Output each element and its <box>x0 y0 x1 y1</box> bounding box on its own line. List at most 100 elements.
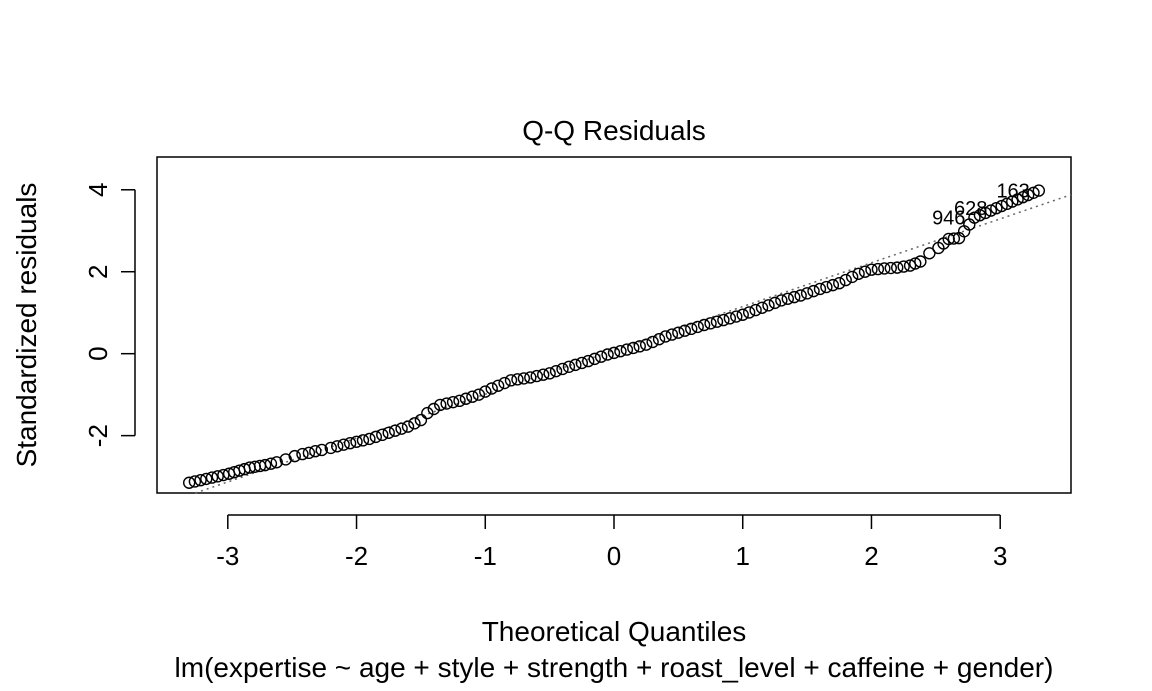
residual-point <box>672 326 685 339</box>
residual-point <box>369 430 383 444</box>
residual-point <box>979 206 992 220</box>
residual-point <box>990 202 1003 215</box>
residual-point <box>736 308 749 321</box>
point-label: 163 <box>996 181 1029 203</box>
residual-point <box>356 434 370 447</box>
residual-point <box>401 420 415 433</box>
residual-point <box>947 232 961 245</box>
residual-point <box>556 362 569 376</box>
residual-point <box>807 284 820 298</box>
residual-point <box>472 388 486 401</box>
residual-point <box>685 322 698 336</box>
y-axis-label: Standardized residuals <box>11 183 42 468</box>
chart-title: Q-Q Residuals <box>522 115 706 146</box>
residual-point <box>575 356 589 370</box>
residual-point <box>343 437 357 450</box>
residual-point <box>742 306 756 319</box>
residual-point <box>678 324 692 337</box>
residual-point <box>182 476 196 489</box>
residual-point <box>466 390 479 403</box>
residual-point <box>536 368 550 381</box>
residual-point <box>1011 193 1024 206</box>
residual-point <box>331 440 344 453</box>
residual-point <box>270 456 283 469</box>
residual-point <box>498 376 511 390</box>
residual-point <box>923 247 936 260</box>
x-tick-label: -1 <box>474 541 497 571</box>
residual-point <box>968 211 981 224</box>
residual-point <box>852 267 865 280</box>
residual-point <box>788 290 801 304</box>
plot-frame <box>156 156 1072 494</box>
residual-point <box>973 209 987 222</box>
reference-line-layer <box>195 194 1072 494</box>
residual-point <box>652 333 666 346</box>
residual-point <box>601 348 614 361</box>
x-tick-label: 0 <box>607 541 621 571</box>
residual-point <box>871 262 885 276</box>
residual-point <box>549 364 563 378</box>
residual-point <box>914 255 927 268</box>
residual-point <box>633 340 646 353</box>
residual-point <box>440 397 453 410</box>
residual-point <box>1027 186 1040 200</box>
residual-point <box>211 470 224 483</box>
residual-point <box>891 261 904 274</box>
residual-point <box>408 417 421 430</box>
chart-subtitle: lm(expertise ~ age + style + strength + … <box>175 652 1054 683</box>
residual-point <box>878 262 891 275</box>
residual-point <box>194 473 207 487</box>
residual-point <box>543 367 556 380</box>
residual-point <box>984 204 998 217</box>
residual-point <box>427 402 440 416</box>
residual-point <box>800 287 814 300</box>
residual-point <box>388 424 402 437</box>
residual-point <box>562 360 576 373</box>
points-layer <box>182 184 1046 489</box>
x-tick-label: -2 <box>345 541 368 571</box>
x-axis-label: Theoretical Quantiles <box>482 616 747 647</box>
residual-point <box>569 358 582 372</box>
y-tick-label: -2 <box>83 424 113 447</box>
residual-point <box>833 277 846 290</box>
residual-point <box>491 379 505 392</box>
residual-point <box>588 352 601 366</box>
residual-point <box>749 303 762 317</box>
x-tick-label: 3 <box>993 541 1007 571</box>
residual-point <box>813 282 827 296</box>
residual-point <box>517 372 531 385</box>
residual-point <box>258 458 272 472</box>
residual-point <box>421 406 434 420</box>
x-tick-label: 2 <box>864 541 878 571</box>
residual-point <box>264 457 278 470</box>
residual-point <box>395 422 408 435</box>
residual-point <box>762 299 775 312</box>
residual-point <box>614 345 627 358</box>
residual-point <box>324 441 337 455</box>
residual-point <box>646 335 659 349</box>
residual-point <box>659 330 672 343</box>
residual-point <box>884 261 897 275</box>
y-tick-label: 4 <box>83 183 113 197</box>
residual-point <box>826 278 840 292</box>
residual-point <box>296 447 309 461</box>
residual-point <box>530 369 543 383</box>
residual-point <box>620 343 634 356</box>
residual-point <box>897 260 910 273</box>
residual-point <box>845 270 859 284</box>
y-axis: -2 0 2 4 <box>83 183 136 447</box>
residual-point <box>188 475 202 488</box>
residual-point <box>1006 195 1019 208</box>
residual-point <box>337 438 350 451</box>
residual-point <box>288 449 301 463</box>
residual-point <box>691 320 704 334</box>
residual-point <box>775 294 788 307</box>
residual-point <box>665 328 679 341</box>
y-tick-label: 2 <box>83 264 113 278</box>
residual-point <box>414 413 428 427</box>
residual-point <box>200 472 213 486</box>
residual-point <box>704 317 717 330</box>
residual-point <box>1000 197 1014 211</box>
